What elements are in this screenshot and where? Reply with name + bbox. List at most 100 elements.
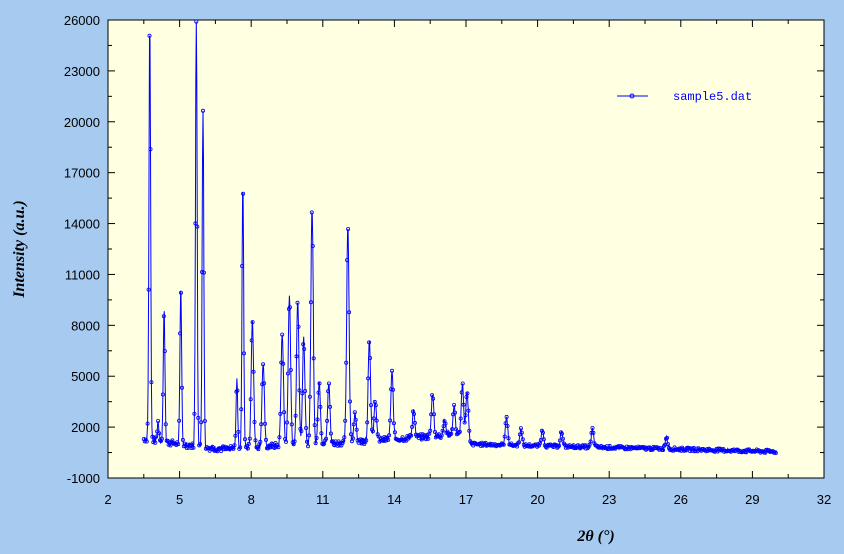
data-point xyxy=(305,444,310,449)
data-point xyxy=(504,414,509,419)
data-point xyxy=(298,426,303,431)
data-point xyxy=(500,441,505,446)
data-point xyxy=(387,433,392,438)
data-point xyxy=(664,436,669,441)
data-point xyxy=(765,447,770,452)
data-point xyxy=(335,443,340,448)
data-point xyxy=(350,436,355,441)
data-point xyxy=(368,355,373,360)
data-point xyxy=(297,388,302,393)
data-point xyxy=(157,431,162,436)
data-point xyxy=(146,287,151,292)
data-point xyxy=(280,332,285,337)
data-point xyxy=(364,438,369,443)
y-tick-label: 8000 xyxy=(71,318,100,333)
data-point xyxy=(623,446,628,451)
data-point xyxy=(463,413,468,418)
data-point xyxy=(285,371,290,376)
y-tick-label: -1000 xyxy=(67,471,100,486)
data-point xyxy=(253,438,258,443)
y-tick-label: 20000 xyxy=(64,115,100,130)
data-point xyxy=(458,416,463,421)
data-point xyxy=(412,420,417,425)
data-point xyxy=(159,436,164,441)
data-point xyxy=(296,324,301,329)
data-point xyxy=(665,442,670,447)
data-point xyxy=(334,441,339,446)
data-point xyxy=(201,270,206,275)
data-point xyxy=(370,429,375,434)
data-point xyxy=(544,445,549,450)
data-point xyxy=(310,243,315,248)
data-point xyxy=(517,440,522,445)
data-point xyxy=(304,439,309,444)
data-point xyxy=(178,331,183,336)
x-axis-title-suffix: (°) xyxy=(594,528,615,545)
data-point xyxy=(258,439,263,444)
data-point xyxy=(341,438,346,443)
data-point xyxy=(236,429,241,434)
series-layer xyxy=(141,19,778,455)
data-point xyxy=(190,441,195,446)
x-tick-label: 8 xyxy=(248,492,255,507)
data-point xyxy=(453,427,458,432)
data-point xyxy=(343,418,348,423)
data-point xyxy=(411,411,416,416)
data-point xyxy=(168,443,173,448)
data-point xyxy=(301,342,306,347)
data-point xyxy=(558,438,563,443)
data-point xyxy=(368,403,373,408)
data-point xyxy=(665,435,670,440)
data-point xyxy=(252,419,257,424)
data-point xyxy=(441,424,446,429)
data-point xyxy=(194,19,199,24)
data-point xyxy=(389,387,394,392)
data-point xyxy=(430,393,435,398)
data-point xyxy=(410,424,415,429)
data-point xyxy=(303,388,308,393)
data-point xyxy=(295,300,300,305)
data-point xyxy=(191,445,196,450)
data-point xyxy=(287,305,292,310)
data-point xyxy=(160,392,165,397)
data-point xyxy=(311,356,316,361)
data-point xyxy=(313,441,318,446)
data-point xyxy=(277,435,282,440)
data-point xyxy=(308,300,313,305)
data-point xyxy=(347,399,352,404)
data-point xyxy=(284,420,289,425)
data-point xyxy=(449,431,454,436)
data-point xyxy=(340,440,345,445)
data-point xyxy=(202,418,207,423)
data-point xyxy=(591,430,596,435)
data-point xyxy=(392,430,397,435)
data-point xyxy=(672,445,677,450)
data-point xyxy=(242,437,247,442)
data-point xyxy=(375,432,380,437)
data-point xyxy=(247,436,252,441)
x-tick-label: 5 xyxy=(176,492,183,507)
data-point xyxy=(189,445,194,450)
data-point xyxy=(318,404,323,409)
data-point xyxy=(588,439,593,444)
data-point xyxy=(192,411,197,416)
data-point xyxy=(246,441,251,446)
data-point xyxy=(151,440,156,445)
data-point xyxy=(263,437,268,442)
data-point xyxy=(149,380,154,385)
data-point xyxy=(426,436,431,441)
data-point xyxy=(231,446,236,451)
data-point xyxy=(307,394,312,399)
data-point xyxy=(256,447,261,452)
data-point xyxy=(428,428,433,433)
data-point xyxy=(460,381,465,386)
data-point xyxy=(432,429,437,434)
data-point xyxy=(344,360,349,365)
data-point xyxy=(353,417,358,422)
data-point xyxy=(409,433,414,438)
x-tick-label: 29 xyxy=(745,492,759,507)
data-point xyxy=(466,408,471,413)
data-point xyxy=(367,340,372,345)
data-point xyxy=(304,425,309,430)
data-point xyxy=(388,418,393,423)
